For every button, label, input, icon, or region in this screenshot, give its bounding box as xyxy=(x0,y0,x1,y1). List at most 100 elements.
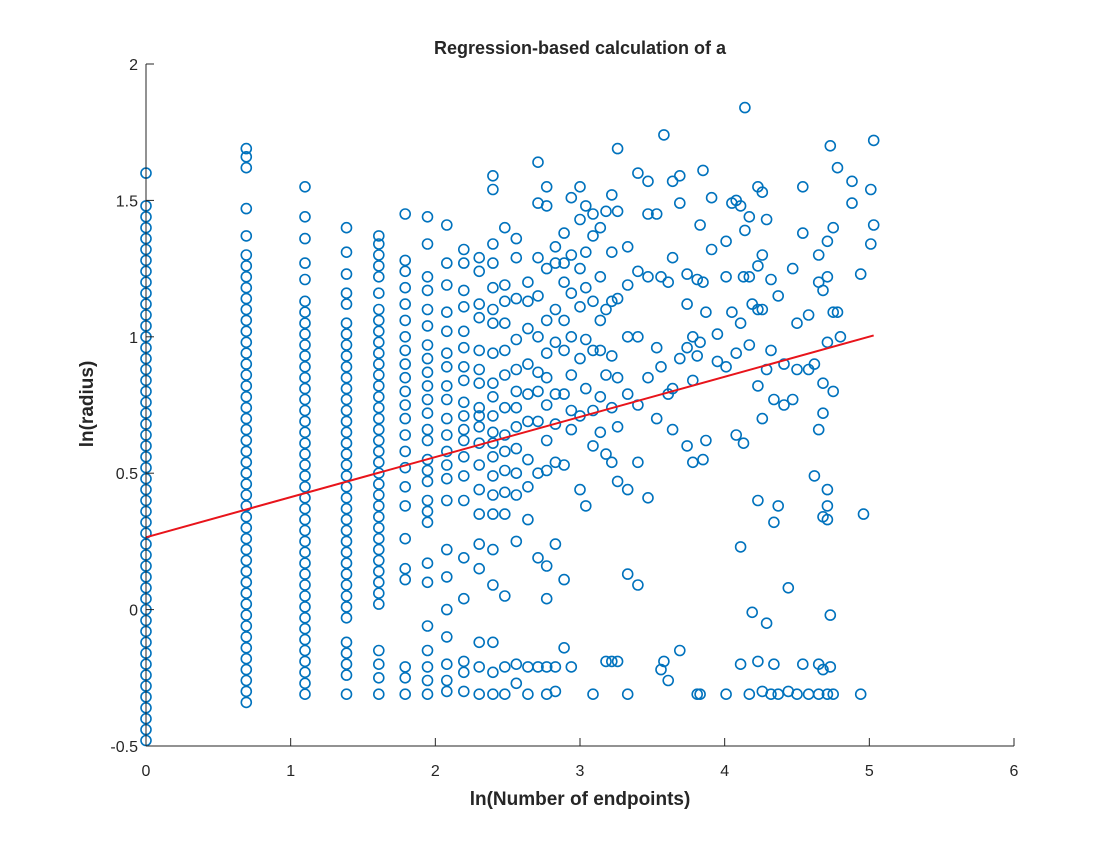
data-point xyxy=(697,164,709,177)
data-point xyxy=(240,674,253,687)
data-point xyxy=(662,276,675,289)
data-point xyxy=(827,688,840,701)
data-point xyxy=(299,513,311,526)
data-point xyxy=(372,554,385,567)
data-point xyxy=(611,371,624,384)
data-point xyxy=(540,347,553,360)
data-point xyxy=(372,644,385,657)
data-point xyxy=(240,358,253,370)
data-point xyxy=(621,388,634,400)
data-point xyxy=(421,576,434,589)
data-point xyxy=(372,423,385,436)
data-point xyxy=(611,205,624,218)
data-point xyxy=(372,671,385,684)
data-point xyxy=(421,284,434,297)
data-point xyxy=(752,494,764,507)
data-point xyxy=(473,401,486,414)
data-point xyxy=(739,224,751,237)
data-point xyxy=(440,494,453,507)
data-point xyxy=(299,524,311,537)
data-point xyxy=(752,260,764,272)
data-point xyxy=(299,415,311,428)
data-point xyxy=(532,415,544,428)
data-point xyxy=(399,298,412,310)
data-point xyxy=(756,303,769,316)
data-point xyxy=(399,562,412,575)
data-point xyxy=(372,412,385,425)
data-point xyxy=(421,238,434,250)
data-point xyxy=(473,420,486,433)
data-point xyxy=(340,579,353,591)
data-point xyxy=(240,281,253,294)
data-point xyxy=(340,535,353,548)
data-point xyxy=(642,175,654,188)
data-point xyxy=(510,401,523,414)
data-point xyxy=(299,360,311,373)
data-point xyxy=(240,510,253,523)
data-point xyxy=(558,573,570,586)
data-point xyxy=(457,360,470,373)
data-point xyxy=(487,410,499,422)
data-point xyxy=(440,445,453,458)
data-point xyxy=(681,440,693,452)
data-point xyxy=(440,472,453,485)
data-point xyxy=(440,380,453,392)
data-point xyxy=(498,688,511,701)
data-point xyxy=(421,393,434,406)
data-point xyxy=(756,412,769,425)
data-point xyxy=(340,298,353,310)
data-point xyxy=(487,636,499,649)
data-point xyxy=(240,423,253,436)
data-point xyxy=(621,330,634,343)
data-point xyxy=(340,393,353,406)
data-point xyxy=(299,295,311,308)
data-point xyxy=(299,404,311,417)
data-point xyxy=(299,601,311,613)
data-point xyxy=(372,270,385,283)
data-point xyxy=(655,270,667,283)
data-point xyxy=(240,631,253,643)
data-point xyxy=(399,661,412,673)
data-point xyxy=(522,295,534,308)
data-point xyxy=(299,382,311,395)
data-point xyxy=(522,415,534,428)
data-point xyxy=(240,500,253,512)
data-point xyxy=(240,401,253,414)
data-point xyxy=(673,170,686,182)
data-point xyxy=(549,388,562,400)
y-axis-label: ln(radius) xyxy=(77,361,98,448)
data-point xyxy=(565,404,578,417)
data-point xyxy=(854,268,867,280)
data-point xyxy=(240,347,253,360)
data-point xyxy=(831,161,844,174)
data-point xyxy=(457,685,470,698)
data-point xyxy=(240,270,253,283)
data-point xyxy=(743,688,756,701)
data-point xyxy=(587,440,599,452)
data-point xyxy=(457,325,470,338)
data-point xyxy=(299,677,311,690)
data-point xyxy=(817,284,829,297)
data-point xyxy=(299,688,311,701)
data-point xyxy=(812,423,825,436)
data-point xyxy=(299,502,311,515)
data-point xyxy=(299,546,311,559)
data-point xyxy=(440,429,453,441)
data-point xyxy=(372,347,385,360)
data-point xyxy=(399,399,412,411)
data-point xyxy=(340,601,353,613)
data-point xyxy=(621,241,634,253)
data-point xyxy=(487,281,499,294)
data-point xyxy=(473,538,486,550)
data-point xyxy=(662,674,675,687)
data-point xyxy=(697,276,709,289)
data-point xyxy=(457,396,470,409)
data-point xyxy=(587,344,599,357)
data-point xyxy=(240,587,253,600)
data-point xyxy=(421,380,434,392)
data-point xyxy=(340,221,353,234)
data-point xyxy=(440,360,453,373)
data-point xyxy=(421,303,434,316)
data-point xyxy=(594,426,607,439)
data-point xyxy=(240,202,253,215)
